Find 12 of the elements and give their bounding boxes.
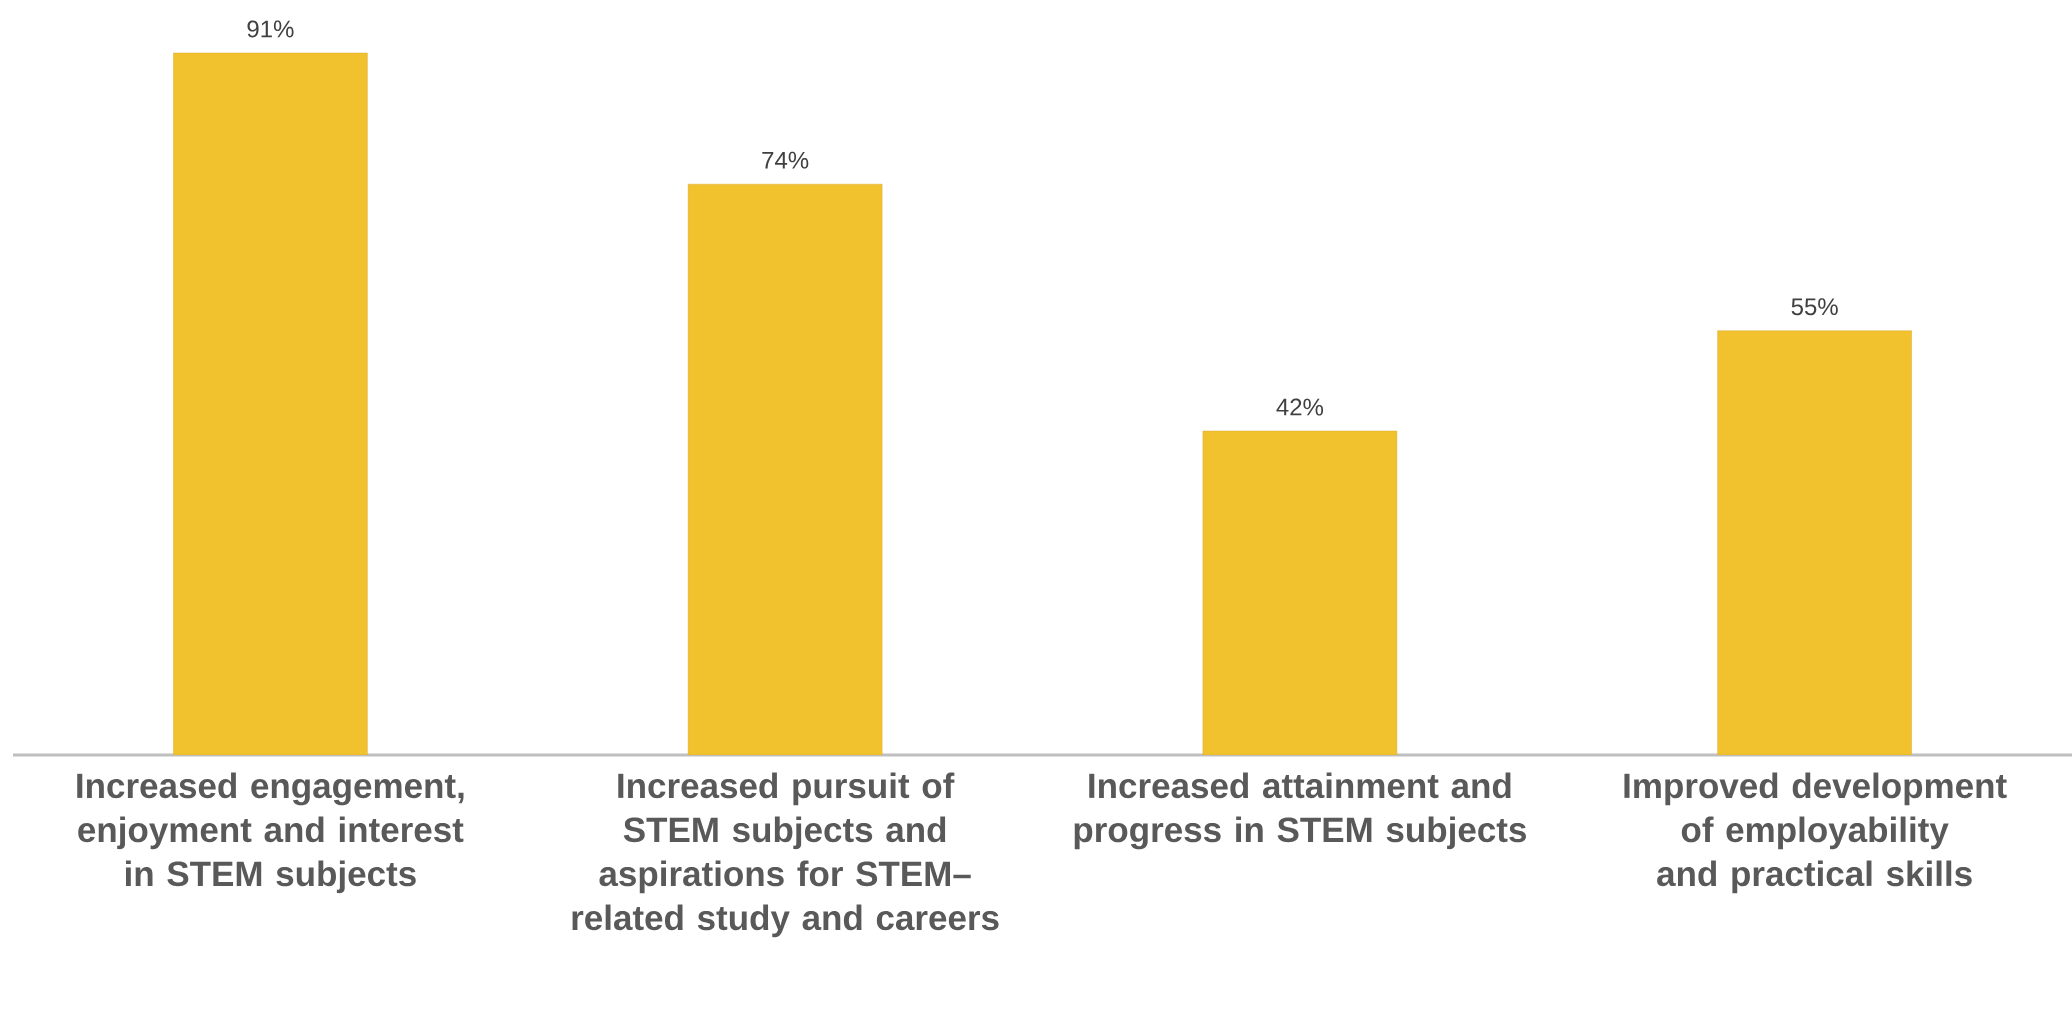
data-label: 74% [762,151,809,169]
bar [1202,430,1398,755]
bar [687,183,883,755]
x-tick-label: Increased pursuit of STEM subjects and aspirations for STEM–related study and careers [572,772,999,938]
x-tick-label: Improved development of employability and practical skills [1624,772,2007,894]
x-tick-label: Increased engagement, enjoyment and interest in STEM subjects [77,772,464,894]
data-label: 91% [247,20,294,38]
data-label: 42% [1276,398,1324,416]
x-tick-label: Increased attainment and progress in STEM subjects [1074,772,1526,850]
data-label: 55% [1791,298,1838,316]
bar [173,52,368,755]
bar [1717,330,1912,755]
